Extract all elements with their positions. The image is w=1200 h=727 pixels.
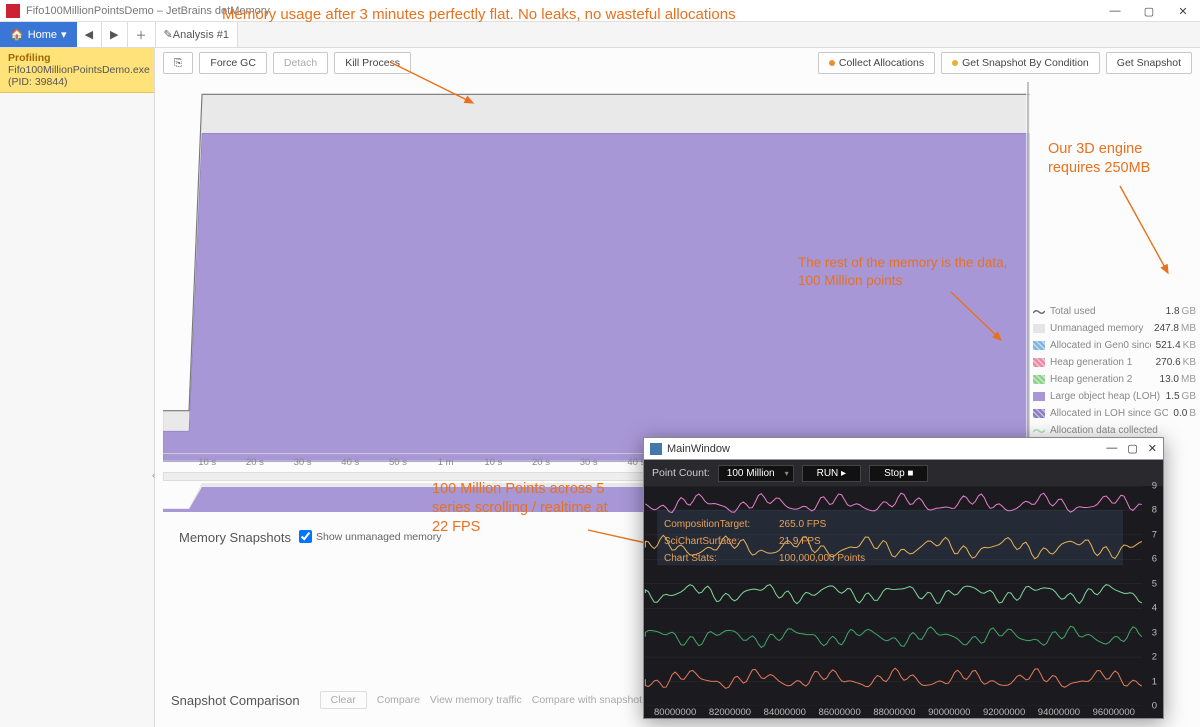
stop-button[interactable]: Stop ■ [869,465,928,482]
legend-item[interactable]: Allocated in Gen0 since GC521.4KB [1033,337,1196,354]
profiling-title: Profiling [8,52,146,64]
snapshots-title: Memory Snapshots [179,530,291,545]
stat-surf-v: 21.9 FPS [779,536,821,547]
legend-item[interactable]: Allocated in LOH since GC0.0B [1033,405,1196,422]
action-bar: ⎘ Force GC Detach Kill Process Collect A… [155,48,1200,78]
home-button[interactable]: 🏠 Home ▾ [0,22,77,47]
mainwindow-title: MainWindow [667,443,730,455]
snapshot-condition-button[interactable]: Get Snapshot By Condition [941,52,1100,74]
legend-item[interactable]: Large object heap (LOH)1.5GB [1033,388,1196,405]
stat-chart-v: 100,000,000 Points [779,553,865,564]
mw-close[interactable]: ✕ [1148,442,1157,455]
mw-maximize[interactable]: ▢ [1127,442,1137,455]
comp-compare-link[interactable]: Compare [377,694,420,706]
app-icon [6,4,20,18]
mainwindow-titlebar[interactable]: MainWindow — ▢ ✕ [644,438,1163,460]
collect-allocations-button[interactable]: Collect Allocations [818,52,935,74]
analysis-label: Analysis #1 [173,29,229,41]
run-button[interactable]: RUN ▸ [802,465,861,482]
show-unmanaged-input[interactable] [299,530,312,543]
maximize-button[interactable]: ▢ [1132,0,1166,22]
show-unmanaged-label: Show unmanaged memory [316,531,441,543]
force-gc-button[interactable]: Force GC [199,52,267,74]
collect-label: Collect Allocations [839,57,924,69]
nav-forward[interactable]: ▶ [102,22,127,47]
home-label: Home [28,29,57,41]
memory-legend: Total used1.8GBUnmanaged memory247.8MBAl… [1033,303,1196,439]
analysis-tab[interactable]: ✎ Analysis #1 [156,22,238,47]
stat-comp-v: 265.0 FPS [779,519,826,530]
legend-item[interactable]: Total used1.8GB [1033,303,1196,320]
mainwindow-controls: Point Count: 100 Million RUN ▸ Stop ■ [644,460,1163,486]
window-title: Fifo100MillionPointsDemo – JetBrains dot… [26,5,270,17]
comp-clear-button[interactable]: Clear [320,691,367,709]
mainwindow-popup[interactable]: MainWindow — ▢ ✕ Point Count: 100 Millio… [643,437,1164,719]
snapshot-cond-label: Get Snapshot By Condition [962,57,1089,69]
profiling-subtitle: Fifo100MillionPointsDemo.exe (PID: 39844… [8,64,146,88]
close-button[interactable]: ✕ [1166,0,1200,22]
chart-stats: CompositionTarget:265.0 FPS SciChartSurf… [664,516,865,567]
point-count-label: Point Count: [652,467,710,479]
sidebar: Profiling Fifo100MillionPointsDemo.exe (… [0,48,155,727]
stat-surf-k: SciChartSurface: [664,533,779,550]
stat-chart-k: Chart Stats: [664,550,779,567]
mainwindow-icon [650,443,662,455]
kill-process-button[interactable]: Kill Process [334,52,411,74]
pin-button[interactable]: ⎘ [163,52,193,74]
scichart-yaxis: 9876543210 [1141,486,1159,706]
stat-comp-k: CompositionTarget: [664,516,779,533]
memory-chart[interactable] [163,82,1030,462]
legend-item[interactable]: Heap generation 213.0MB [1033,371,1196,388]
main-toolbar: 🏠 Home ▾ ◀ ▶ ＋ ✎ Analysis #1 [0,22,1200,48]
profiling-tab[interactable]: Profiling Fifo100MillionPointsDemo.exe (… [0,48,154,93]
detach-button[interactable]: Detach [273,52,328,74]
legend-item[interactable]: Unmanaged memory247.8MB [1033,320,1196,337]
minimize-button[interactable]: — [1098,0,1132,22]
show-unmanaged-checkbox[interactable]: Show unmanaged memory [299,530,441,543]
mw-minimize[interactable]: — [1106,442,1117,455]
comp-traffic-link[interactable]: View memory traffic [430,694,522,706]
get-snapshot-button[interactable]: Get Snapshot [1106,52,1192,74]
nav-back[interactable]: ◀ [77,22,102,47]
comp-title: Snapshot Comparison [171,693,300,708]
scichart-plot[interactable]: CompositionTarget:265.0 FPS SciChartSurf… [644,486,1163,706]
legend-item[interactable]: Heap generation 1270.6KB [1033,354,1196,371]
add-button[interactable]: ＋ [128,22,156,47]
scichart-xaxis: 8000000082000000840000008600000088000000… [654,707,1135,718]
point-count-dropdown[interactable]: 100 Million [718,465,794,482]
titlebar: Fifo100MillionPointsDemo – JetBrains dot… [0,0,1200,22]
